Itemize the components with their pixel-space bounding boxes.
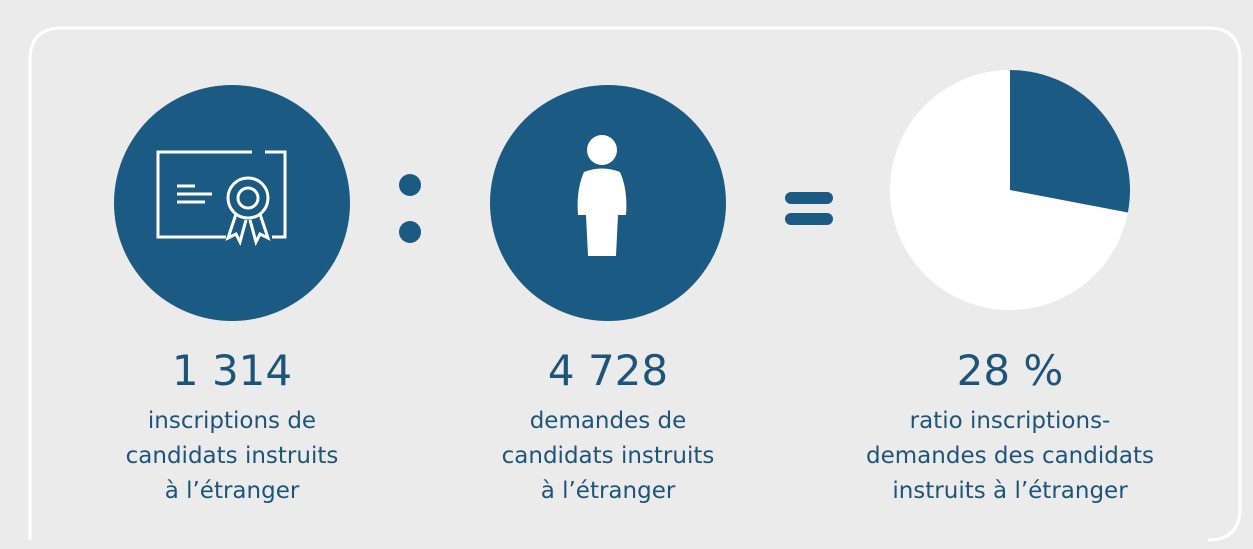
equals-bar: [785, 192, 833, 204]
stat-label: instruits à l’étranger: [892, 478, 1128, 504]
stat-label: inscriptions de: [148, 408, 316, 434]
pie-slice: [1010, 70, 1130, 213]
stat-label: demandes de: [530, 408, 687, 434]
colon-dot: [399, 174, 421, 196]
stat-label: ratio inscriptions-: [910, 408, 1111, 434]
equals-bar: [785, 213, 833, 225]
stat-number: 1 314: [172, 346, 292, 395]
certificate-circle: [114, 85, 350, 321]
person-icon: [577, 135, 627, 256]
stat-number: 28 %: [957, 346, 1064, 395]
stat-label: à l’étranger: [541, 478, 676, 504]
stat-label: à l’étranger: [165, 478, 300, 504]
stat-label: candidats instruits: [502, 443, 715, 469]
certificate-icon: [156, 150, 287, 247]
frame: [28, 26, 1242, 542]
stat-number: 4 728: [548, 346, 668, 395]
colon-dot: [399, 221, 421, 243]
stat-label: demandes des candidats: [866, 443, 1154, 469]
stat-label: candidats instruits: [126, 443, 339, 469]
